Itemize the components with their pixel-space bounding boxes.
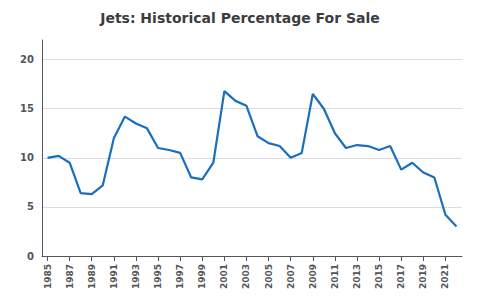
svg-text:0: 0 (27, 251, 34, 262)
svg-text:1993: 1993 (131, 264, 141, 289)
svg-text:1999: 1999 (197, 264, 207, 289)
svg-text:1997: 1997 (175, 264, 185, 289)
svg-text:1989: 1989 (87, 264, 97, 289)
svg-text:2015: 2015 (374, 264, 384, 289)
svg-text:2003: 2003 (241, 264, 251, 289)
svg-text:2013: 2013 (352, 264, 362, 289)
svg-text:2011: 2011 (330, 264, 340, 289)
svg-text:1991: 1991 (109, 264, 119, 289)
svg-text:2017: 2017 (396, 264, 406, 289)
svg-text:15: 15 (20, 103, 34, 114)
svg-text:2001: 2001 (219, 264, 229, 289)
svg-text:20: 20 (20, 54, 34, 65)
svg-text:2009: 2009 (308, 264, 318, 289)
svg-text:2005: 2005 (264, 264, 274, 289)
svg-text:1985: 1985 (43, 264, 53, 289)
svg-text:5: 5 (27, 201, 34, 212)
svg-text:2007: 2007 (286, 264, 296, 289)
svg-text:2021: 2021 (440, 264, 450, 289)
svg-text:2019: 2019 (418, 264, 428, 289)
svg-text:10: 10 (20, 152, 34, 163)
svg-text:Jets: Historical Percentage Fo: Jets: Historical Percentage For Sale (99, 10, 380, 26)
svg-text:1995: 1995 (153, 264, 163, 289)
svg-text:1987: 1987 (65, 264, 75, 289)
